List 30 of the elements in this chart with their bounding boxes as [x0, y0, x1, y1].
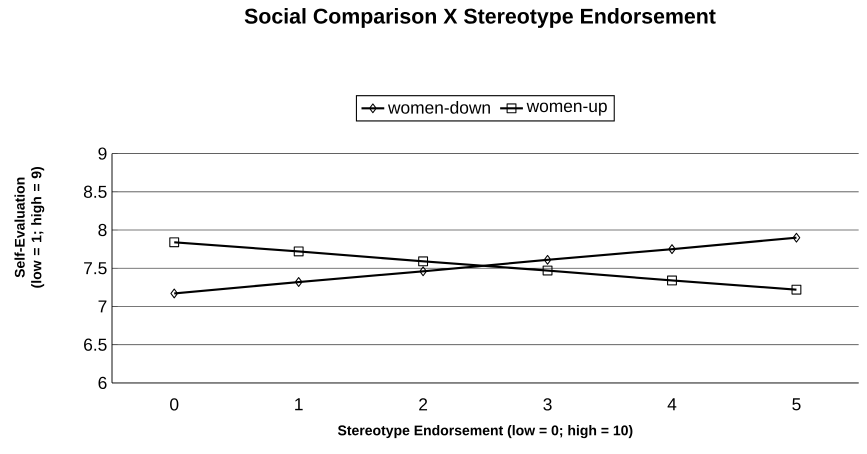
y-tick-label: 6	[98, 376, 107, 390]
y-tick-label: 8	[98, 224, 107, 236]
chart-title: Social Comparison X Stereotype Endorsement	[244, 8, 716, 28]
x-tick-label: 0	[170, 398, 178, 411]
point	[419, 266, 427, 276]
legend-label: women-down	[388, 101, 490, 114]
point	[544, 254, 552, 265]
x-axis-title: Stereotype Endorsement (low = 0; high = 10)	[338, 425, 632, 438]
point	[792, 284, 802, 295]
point	[294, 246, 304, 256]
point	[668, 244, 676, 254]
point	[169, 237, 180, 248]
y-tick-label: 8.5	[84, 186, 107, 198]
point	[542, 266, 552, 276]
point	[170, 288, 178, 298]
x-tick-label: 3	[543, 398, 552, 411]
point	[667, 276, 677, 286]
point	[418, 256, 428, 266]
y-tick-label: 9	[98, 147, 106, 160]
point	[294, 277, 303, 287]
y-tick-label: 7.5	[84, 262, 107, 274]
legend-label: women-up	[526, 102, 607, 116]
y-tick-label: 7	[98, 300, 106, 312]
x-tick-label: 2	[419, 398, 428, 410]
point	[792, 232, 800, 243]
x-tick-label: 4	[668, 398, 676, 410]
y-axis-title: Self-Evaluation (low = 1; high = 9)	[14, 166, 44, 288]
y-tick-label: 6.5	[84, 338, 107, 351]
x-tick-label: 1	[295, 398, 303, 410]
x-tick-label: 5	[792, 398, 801, 410]
